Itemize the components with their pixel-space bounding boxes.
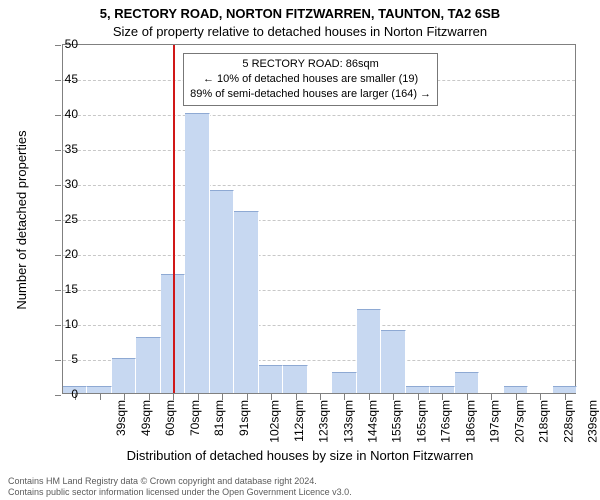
y-tick-label: 25 bbox=[48, 212, 78, 226]
x-tick-label: 60sqm bbox=[163, 400, 177, 436]
annotation-box: 5 RECTORY ROAD: 86sqm← 10% of detached h… bbox=[183, 53, 438, 106]
x-tick-label: 155sqm bbox=[390, 400, 404, 443]
chart-title-main: 5, RECTORY ROAD, NORTON FITZWARREN, TAUN… bbox=[0, 6, 600, 21]
annotation-line: 5 RECTORY ROAD: 86sqm bbox=[190, 57, 431, 72]
x-tick bbox=[100, 394, 101, 400]
y-tick-label: 40 bbox=[48, 107, 78, 121]
x-tick-label: 70sqm bbox=[188, 400, 202, 436]
x-tick-label: 39sqm bbox=[114, 400, 128, 436]
x-tick-label: 228sqm bbox=[562, 400, 576, 443]
histogram-bar bbox=[381, 330, 405, 393]
x-axis-title: Distribution of detached houses by size … bbox=[0, 448, 600, 463]
histogram-bar bbox=[87, 386, 111, 393]
x-tick-label: 49sqm bbox=[139, 400, 153, 436]
histogram-bar bbox=[504, 386, 528, 393]
x-tick-label: 176sqm bbox=[439, 400, 453, 443]
histogram-bar bbox=[234, 211, 258, 393]
x-tick-label: 133sqm bbox=[341, 400, 355, 443]
annotation-line: 89% of semi-detached houses are larger (… bbox=[190, 87, 431, 102]
y-tick-label: 0 bbox=[48, 387, 78, 401]
y-tick-label: 10 bbox=[48, 317, 78, 331]
histogram-bar bbox=[357, 309, 381, 393]
x-tick-label: 186sqm bbox=[464, 400, 478, 443]
x-tick-label: 144sqm bbox=[366, 400, 380, 443]
chart-title-sub: Size of property relative to detached ho… bbox=[0, 24, 600, 39]
y-tick-label: 15 bbox=[48, 282, 78, 296]
grid-line bbox=[63, 115, 575, 116]
plot-area: 5 RECTORY ROAD: 86sqm← 10% of detached h… bbox=[62, 44, 576, 394]
x-tick-label: 123sqm bbox=[317, 400, 331, 443]
histogram-bar bbox=[553, 386, 577, 393]
histogram-bar bbox=[406, 386, 430, 393]
histogram-bar bbox=[430, 386, 454, 393]
y-tick-label: 35 bbox=[48, 142, 78, 156]
y-tick-label: 45 bbox=[48, 72, 78, 86]
histogram-bar bbox=[136, 337, 160, 393]
x-tick-label: 112sqm bbox=[291, 400, 305, 442]
x-tick-label: 165sqm bbox=[415, 400, 429, 443]
histogram-bar bbox=[332, 372, 356, 393]
footer-line-2: Contains public sector information licen… bbox=[8, 487, 352, 498]
y-tick-label: 20 bbox=[48, 247, 78, 261]
x-tick-label: 207sqm bbox=[513, 400, 527, 443]
y-tick-label: 5 bbox=[48, 352, 78, 366]
grid-line bbox=[63, 325, 575, 326]
x-tick-label: 239sqm bbox=[586, 400, 600, 443]
footer-line-1: Contains HM Land Registry data © Crown c… bbox=[8, 476, 352, 487]
y-axis-title: Number of detached properties bbox=[14, 130, 29, 309]
histogram-bar bbox=[185, 113, 209, 393]
x-tick-label: 218sqm bbox=[537, 400, 551, 443]
annotation-line: ← 10% of detached houses are smaller (19… bbox=[190, 72, 431, 87]
grid-line bbox=[63, 185, 575, 186]
x-tick-label: 81sqm bbox=[212, 400, 226, 436]
footer-attribution: Contains HM Land Registry data © Crown c… bbox=[8, 476, 352, 499]
grid-line bbox=[63, 255, 575, 256]
subject-property-marker bbox=[173, 45, 175, 393]
y-tick-label: 30 bbox=[48, 177, 78, 191]
grid-line bbox=[63, 220, 575, 221]
histogram-bar bbox=[455, 372, 479, 393]
histogram-bar bbox=[283, 365, 307, 393]
histogram-bar bbox=[210, 190, 234, 393]
histogram-bar bbox=[259, 365, 283, 393]
histogram-bar bbox=[112, 358, 136, 393]
x-tick-label: 91sqm bbox=[237, 400, 251, 436]
x-tick-label: 102sqm bbox=[268, 400, 282, 443]
y-tick-label: 50 bbox=[48, 37, 78, 51]
x-tick-label: 197sqm bbox=[488, 400, 502, 443]
grid-line bbox=[63, 290, 575, 291]
grid-line bbox=[63, 150, 575, 151]
